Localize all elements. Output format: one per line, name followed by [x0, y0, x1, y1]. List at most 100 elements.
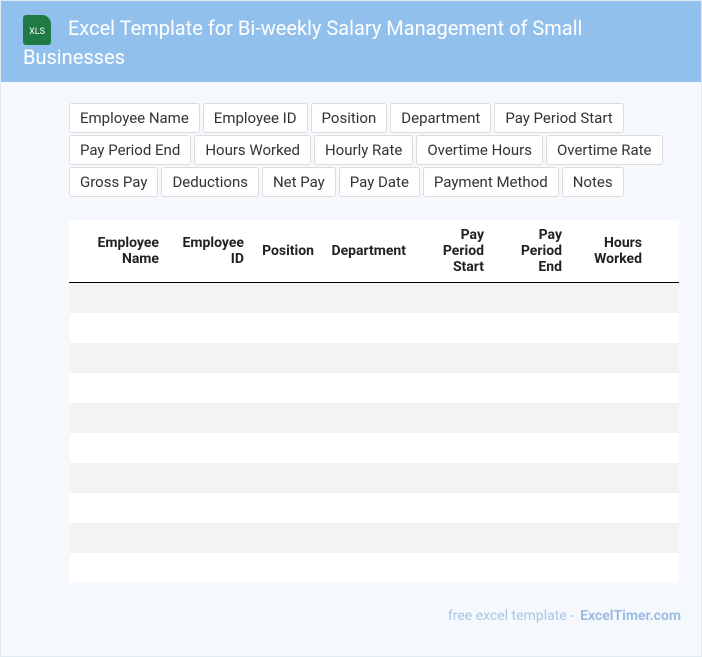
- table-cell: [649, 343, 679, 373]
- tag[interactable]: Hours Worked: [194, 135, 311, 165]
- table-cell: [321, 523, 413, 553]
- table-cell: [69, 282, 166, 313]
- table-cell: [413, 463, 491, 493]
- table-cell: [413, 343, 491, 373]
- tag[interactable]: Department: [390, 103, 492, 133]
- table-cell: [413, 523, 491, 553]
- table-cell: [413, 493, 491, 523]
- table-cell: [166, 343, 251, 373]
- table-row: [69, 282, 679, 313]
- table-cell: [321, 433, 413, 463]
- table-cell: [569, 433, 649, 463]
- table-cell: [649, 373, 679, 403]
- xls-icon: XLS: [23, 15, 51, 45]
- table-cell: [321, 373, 413, 403]
- tag[interactable]: Employee Name: [69, 103, 200, 133]
- table-cell: [321, 463, 413, 493]
- table-cell: [491, 403, 569, 433]
- table-cell: [569, 313, 649, 343]
- table-cell: [69, 433, 166, 463]
- table-row: [69, 553, 679, 583]
- column-header: Pay Period End: [491, 220, 569, 283]
- table-body: [69, 282, 679, 583]
- table-row: [69, 373, 679, 403]
- table-cell: [491, 373, 569, 403]
- table-cell: [569, 403, 649, 433]
- table-cell: [251, 493, 321, 523]
- table-cell: [569, 463, 649, 493]
- table-cell: [649, 282, 679, 313]
- table-cell: [166, 403, 251, 433]
- tag[interactable]: Overtime Hours: [416, 135, 543, 165]
- table-cell: [321, 343, 413, 373]
- table-row: [69, 493, 679, 523]
- table-cell: [69, 523, 166, 553]
- table-cell: [251, 433, 321, 463]
- table-cell: [251, 373, 321, 403]
- tag[interactable]: Hourly Rate: [313, 135, 414, 165]
- tag[interactable]: Pay Period End: [69, 135, 192, 165]
- tag[interactable]: Employee ID: [202, 103, 308, 133]
- table-cell: [491, 463, 569, 493]
- table-cell: [251, 282, 321, 313]
- table-cell: [491, 523, 569, 553]
- table-cell: [649, 463, 679, 493]
- tag[interactable]: Notes: [561, 167, 624, 197]
- tag[interactable]: Net Pay: [261, 167, 336, 197]
- table-cell: [251, 463, 321, 493]
- tag[interactable]: Pay Date: [338, 167, 420, 197]
- table-cell: [166, 313, 251, 343]
- table-cell: [166, 523, 251, 553]
- column-header: Pay Period Start: [413, 220, 491, 283]
- table-cell: [166, 493, 251, 523]
- table: Employee Name Employee ID Position Departme…: [69, 220, 679, 583]
- table-cell: [321, 493, 413, 523]
- table-cell: [491, 493, 569, 523]
- table-cell: [251, 523, 321, 553]
- table-cell: [251, 403, 321, 433]
- table-cell: [413, 553, 491, 583]
- table-cell: [569, 553, 649, 583]
- tag[interactable]: Pay Period Start: [494, 103, 624, 133]
- table-cell: [69, 493, 166, 523]
- column-header: Employee Name: [69, 220, 166, 283]
- table-cell: [166, 463, 251, 493]
- table-cell: [251, 343, 321, 373]
- tag[interactable]: Overtime Rate: [545, 135, 663, 165]
- table-cell: [649, 523, 679, 553]
- table-cell: [569, 282, 649, 313]
- tag-list: Employee Name Employee ID Position Departme…: [69, 103, 669, 197]
- header-row: Employee Name Employee ID Position Departme…: [69, 220, 679, 283]
- column-header: Department: [321, 220, 413, 283]
- tag[interactable]: Position: [310, 103, 388, 133]
- footer-link[interactable]: ExcelTimer.com: [580, 608, 681, 624]
- table-row: [69, 463, 679, 493]
- table-cell: [166, 373, 251, 403]
- table-cell: [69, 313, 166, 343]
- title: Excel Template for Bi-weekly Salary Mana…: [23, 16, 583, 69]
- table-cell: [569, 373, 649, 403]
- table-cell: [166, 553, 251, 583]
- column-header: Position: [251, 220, 321, 283]
- table-cell: [321, 553, 413, 583]
- table-cell: [413, 313, 491, 343]
- table-cell: [69, 403, 166, 433]
- table-cell: [569, 523, 649, 553]
- table-cell: [491, 343, 569, 373]
- column-header: Hourly Rate: [649, 220, 679, 283]
- table-cell: [321, 403, 413, 433]
- tag[interactable]: Deductions: [161, 167, 259, 197]
- table-cell: [166, 433, 251, 463]
- column-header: Employee ID: [166, 220, 251, 283]
- table-cell: [649, 493, 679, 523]
- tag[interactable]: Gross Pay: [69, 167, 159, 197]
- tag[interactable]: Payment Method: [422, 167, 559, 197]
- table-cell: [413, 403, 491, 433]
- table-cell: [569, 343, 649, 373]
- footer: free excel template - ExcelTimer.com: [448, 608, 681, 624]
- table-cell: [69, 553, 166, 583]
- table-row: [69, 433, 679, 463]
- table-cell: [69, 373, 166, 403]
- table-cell: [491, 433, 569, 463]
- table-cell: [69, 343, 166, 373]
